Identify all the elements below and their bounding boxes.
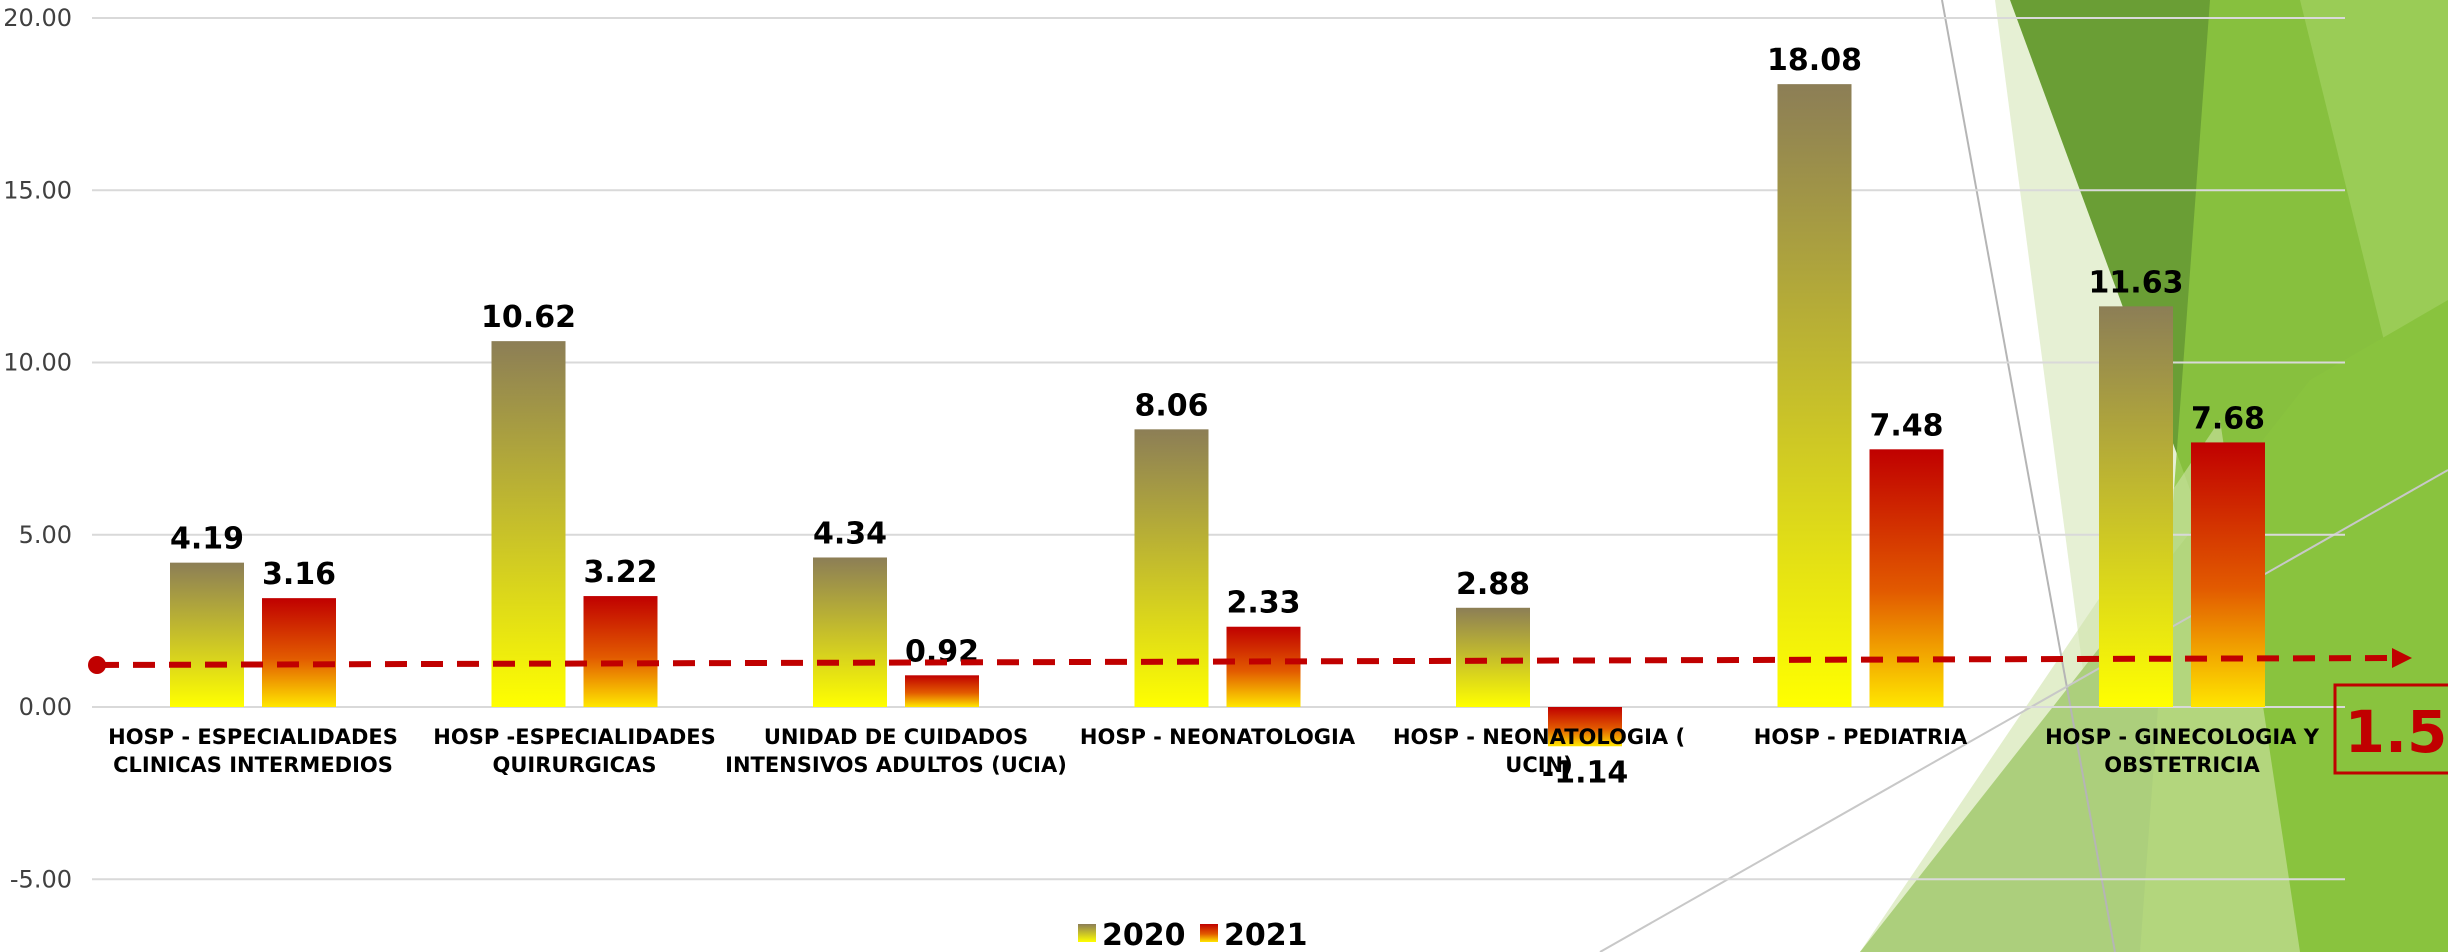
data-label-2020-4: 2.88 (1456, 567, 1530, 602)
data-label-2020-6: 11.63 (2089, 265, 2184, 300)
y-tick-label: 20.00 (3, 4, 72, 32)
reference-start-dot (88, 656, 106, 674)
reference-line: 1.5 (88, 648, 2448, 775)
legend-swatch-2020 (1078, 924, 1096, 942)
bar-2020-0 (170, 562, 244, 707)
bar-2020-3 (1134, 429, 1209, 707)
data-label-2021-4: -1.14 (1542, 755, 1628, 790)
legend-label-2020: 2020 (1102, 918, 1186, 952)
reference-value-box (2333, 683, 2448, 775)
y-tick-label: 15.00 (3, 176, 72, 204)
bar-2021-2 (905, 675, 979, 707)
category-label-4: UCIN) (1505, 753, 1572, 777)
y-tick-label: 5.00 (19, 521, 72, 549)
category-label-0: HOSP - ESPECIALIDADES (108, 725, 398, 749)
gridlines (92, 17, 2345, 881)
bar-2021-0 (262, 598, 336, 707)
bar-2020-1 (491, 341, 566, 707)
y-tick-label: -5.00 (10, 865, 72, 893)
reference-arrow-head (2392, 648, 2412, 668)
bar-2021-6 (2191, 442, 2265, 707)
legend-label-2021: 2021 (1224, 918, 1308, 952)
decor-shape-pale (1860, 420, 2300, 952)
data-labels: 4.193.1610.623.224.340.928.062.332.88-1.… (170, 43, 2265, 790)
y-tick-label: 10.00 (3, 349, 72, 377)
data-label-2020-5: 18.08 (1767, 43, 1862, 78)
legend-swatch-2021 (1200, 924, 1218, 942)
decor-thin-line-2 (1599, 469, 2448, 952)
category-label-5: HOSP - PEDIATRIA (1754, 725, 1968, 749)
bar-2021-5 (1869, 449, 1944, 707)
bar-2021-3 (1226, 626, 1301, 707)
data-label-2020-0: 4.19 (170, 522, 244, 557)
category-label-2: UNIDAD DE CUIDADOS (764, 725, 1028, 749)
category-label-1: HOSP -ESPECIALIDADES (433, 725, 715, 749)
data-label-2021-1: 3.22 (583, 555, 657, 590)
bar-2020-6 (2099, 306, 2173, 707)
reference-dashed-line (96, 655, 2401, 668)
legend: 2020 2021 (1078, 918, 1308, 952)
category-label-0: CLINICAS INTERMEDIOS (113, 753, 393, 777)
data-label-2021-5: 7.48 (1869, 408, 1943, 443)
category-label-6: HOSP - GINECOLOGIA Y (2045, 725, 2320, 749)
data-label-2020-1: 10.62 (481, 300, 576, 335)
category-label-3: HOSP - NEONATOLOGIA (1080, 725, 1356, 749)
data-label-2020-2: 4.34 (813, 516, 887, 551)
data-label-2021-6: 7.68 (2191, 401, 2265, 436)
bar-2020-5 (1777, 84, 1852, 708)
x-axis-categories: HOSP - ESPECIALIDADES CLINICAS INTERMEDIO… (108, 725, 2320, 777)
bar-2020-2 (813, 557, 887, 707)
category-label-2: INTENSIVOS ADULTOS (UCIA) (725, 753, 1067, 777)
decorative-background-shapes (1599, 0, 2448, 952)
y-axis: -5.00 0.00 5.00 10.00 15.00 20.00 (3, 4, 72, 893)
category-label-6: OBSTETRICIA (2104, 753, 2260, 777)
bars (170, 84, 2265, 747)
bar-2021-1 (583, 596, 658, 707)
y-tick-label: 0.00 (19, 693, 72, 721)
reference-value-label: 1.5 (2345, 698, 2448, 766)
bar-2021-4 (1548, 707, 1622, 747)
decor-thin-line-1 (1941, 0, 2116, 952)
category-label-1: QUIRURGICAS (493, 753, 657, 777)
data-label-2021-0: 3.16 (262, 557, 336, 592)
data-label-2020-3: 8.06 (1134, 388, 1208, 423)
data-label-2021-3: 2.33 (1226, 586, 1300, 621)
bar-2020-4 (1456, 607, 1530, 707)
category-label-4: HOSP - NEONATOLOGIA ( (1393, 725, 1685, 749)
